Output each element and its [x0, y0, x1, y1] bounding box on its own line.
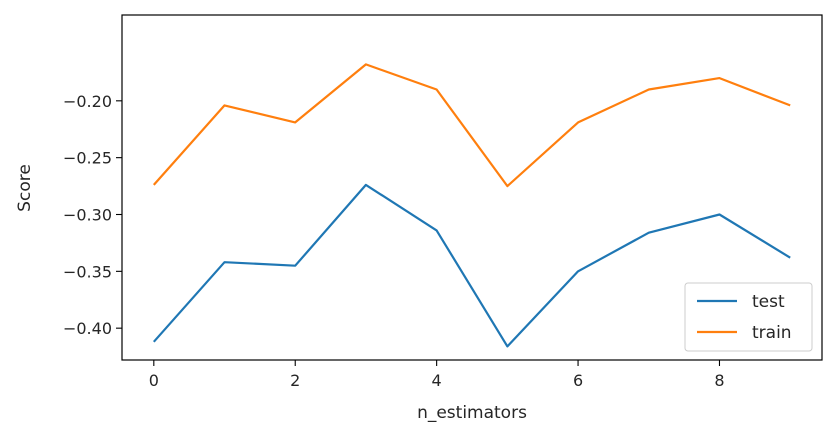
y-axis-ticks: −0.40 −0.35 −0.30 −0.25 −0.20 — [63, 92, 122, 338]
y-tick-label: −0.40 — [63, 319, 112, 338]
legend-label-test: test — [752, 292, 785, 312]
x-tick-label: 6 — [573, 371, 583, 390]
legend: test train — [684, 282, 813, 352]
series-lines — [152, 63, 791, 348]
y-tick-label: −0.25 — [63, 149, 112, 168]
x-tick-label: 2 — [290, 371, 300, 390]
y-tick-label: −0.20 — [63, 92, 112, 111]
legend-label-train: train — [752, 323, 792, 343]
x-tick-label: 8 — [714, 371, 724, 390]
series-line-train — [152, 63, 791, 188]
y-tick-label: −0.30 — [63, 205, 112, 224]
plot-frame — [121, 14, 823, 361]
legend-box — [684, 282, 813, 352]
y-tick-label: −0.35 — [63, 262, 112, 281]
y-axis-label: Score — [15, 164, 35, 212]
x-axis-ticks: 0 2 4 6 8 — [149, 360, 725, 390]
series-line-test — [152, 183, 791, 348]
x-tick-label: 4 — [432, 371, 442, 390]
x-tick-label: 0 — [149, 371, 159, 390]
x-axis-label: n_estimators — [417, 403, 527, 423]
